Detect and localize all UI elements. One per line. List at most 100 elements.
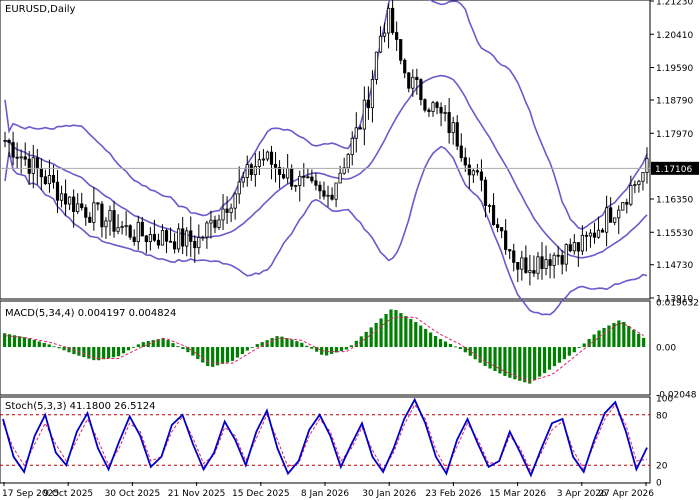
- candle-body: [508, 249, 512, 252]
- macd-bar: [156, 339, 160, 348]
- macd-bar: [250, 347, 254, 348]
- candle-body: [443, 112, 447, 114]
- candle-body: [92, 202, 96, 223]
- candle-body: [491, 205, 496, 226]
- candle-body: [645, 158, 649, 173]
- candle-body: [168, 240, 173, 243]
- candle-body: [152, 234, 157, 241]
- macd-bar: [518, 347, 522, 381]
- macd-bar: [121, 347, 126, 354]
- candle-body: [68, 196, 72, 205]
- macd-bar: [567, 347, 571, 356]
- price-panel[interactable]: [0, 0, 651, 300]
- candle-body: [399, 39, 403, 61]
- price-layer: [0, 0, 650, 316]
- macd-bar: [32, 339, 36, 348]
- macd-bar: [622, 321, 626, 348]
- macd-bar: [488, 347, 492, 369]
- price-tick-label: 1.18790: [656, 97, 693, 107]
- macd-bar: [201, 347, 205, 363]
- bollinger-upper-line: [4, 0, 648, 230]
- macd-bar: [166, 340, 170, 348]
- candle-body: [197, 237, 201, 249]
- candle-body: [572, 242, 576, 252]
- candle-body: [411, 76, 415, 89]
- candle-body: [592, 232, 597, 238]
- candle-body: [306, 176, 310, 179]
- candle-body: [330, 194, 334, 200]
- macd-bar: [220, 347, 225, 364]
- macd-bar: [255, 344, 259, 348]
- macd-bar: [389, 309, 393, 348]
- macd-bar: [344, 347, 349, 350]
- candle-body: [104, 220, 108, 228]
- candle-body: [346, 154, 350, 169]
- price-tick-label: 1.21230: [656, 0, 693, 8]
- candle-body: [564, 244, 568, 265]
- candle-body: [362, 99, 366, 130]
- candle-body: [459, 145, 463, 159]
- macd-bar: [17, 336, 22, 348]
- candle-body: [59, 193, 64, 201]
- macd-bar: [547, 347, 552, 370]
- price-tick-label: 1.17970: [656, 130, 693, 140]
- candle-body: [72, 196, 76, 213]
- candle-body: [3, 140, 7, 142]
- macd-bar: [483, 347, 487, 366]
- candle-body: [286, 168, 290, 179]
- candle-body: [544, 259, 548, 270]
- stoch-tick-label: 80: [656, 411, 668, 421]
- macd-bar: [587, 338, 591, 348]
- candle-body: [520, 257, 524, 270]
- macd-bar: [295, 341, 299, 348]
- candle-body: [225, 208, 229, 213]
- macd-bar: [305, 345, 309, 348]
- macd-bar: [354, 340, 358, 348]
- candle-body: [354, 127, 358, 139]
- macd-bar: [414, 322, 418, 348]
- candle-body: [334, 182, 338, 200]
- candle-body: [39, 168, 43, 178]
- candle-body: [217, 219, 221, 228]
- macd-bar: [225, 347, 230, 363]
- candle-body: [366, 99, 370, 109]
- candle-body: [185, 230, 189, 247]
- macd-bar: [503, 347, 507, 376]
- candle-body: [540, 256, 544, 270]
- x-tick-label: 23 Feb 2026: [425, 489, 481, 499]
- macd-bar: [280, 336, 284, 348]
- macd-bar: [107, 347, 111, 359]
- candle-body: [641, 172, 645, 182]
- candle-body: [136, 221, 140, 243]
- macd-bar: [369, 327, 373, 348]
- candle-body: [100, 203, 104, 228]
- macd-bar: [260, 342, 264, 348]
- candle-body: [314, 180, 318, 186]
- bollinger-lower-line: [4, 145, 648, 316]
- candle-body: [378, 35, 383, 53]
- macd-bar: [111, 347, 116, 358]
- candle-body: [548, 259, 552, 266]
- candle-body: [637, 180, 641, 185]
- macd-bar: [562, 347, 566, 360]
- candle-body: [358, 127, 362, 130]
- candle-body: [84, 207, 88, 218]
- macd-bar: [592, 334, 596, 348]
- macd-bar: [191, 347, 195, 356]
- macd-bar: [582, 343, 586, 348]
- candle-body: [209, 219, 213, 224]
- macd-bar: [27, 338, 31, 348]
- candle-body: [108, 210, 112, 222]
- stoch-main-line: [2, 397, 648, 478]
- candle-body: [621, 202, 625, 211]
- candle-body: [257, 159, 261, 167]
- macd-bar: [92, 347, 96, 361]
- macd-bar: [557, 347, 562, 363]
- macd-bar: [602, 327, 606, 348]
- macd-bar: [161, 338, 165, 348]
- macd-bar: [216, 347, 220, 366]
- stoch-layer: [0, 397, 650, 478]
- x-tick-label: 30 Oct 2025: [105, 489, 161, 499]
